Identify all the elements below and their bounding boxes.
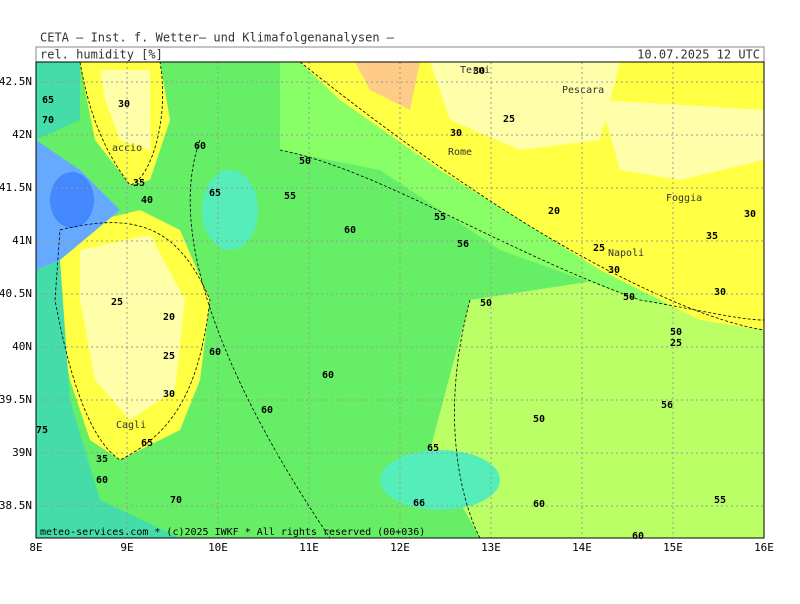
map-labels: Terni Pescara Rome Napoli Foggia accio Cagli 65… [36,65,756,542]
contour-label: 60 [632,531,644,542]
lon-label: 12E [390,541,410,554]
contour-label: 30 [473,66,485,77]
map-frame [35,61,765,539]
contour-label: 55 [714,495,726,506]
city-label: Cagli [116,420,146,431]
contour-label: 30 [163,389,175,400]
lat-label: 40.5N [0,287,32,300]
city-label: Pescara [562,85,604,96]
lon-label: 15E [663,541,683,554]
contour-label: 30 [608,265,620,276]
contour-label: 35 [133,178,145,189]
contour-label: 70 [170,495,182,506]
footer: meteo-services.com * (c)2025 IWKF * All … [40,527,425,538]
contour-label: 40 [141,195,153,206]
city-label: Rome [448,147,472,158]
contour-label: 35 [96,454,108,465]
contour-label: 75 [36,425,48,436]
contour-label: 25 [503,114,515,125]
contour-label: 60 [322,370,334,381]
contour-label: 25 [163,351,175,362]
lat-label: 38.5N [0,499,32,512]
city-label: Terni [460,65,490,76]
lat-label: 41.5N [0,181,32,194]
lat-label: 42.5N [0,75,32,88]
contour-label: 65 [209,188,221,199]
contour-label: 25 [593,243,605,254]
lon-label: 11E [299,541,319,554]
humidity-field [36,62,764,538]
contour-label: 20 [548,206,560,217]
lat-label: 42N [12,128,32,141]
contour-label: 60 [209,347,221,358]
contour-label: 35 [706,231,718,242]
contour-label: 25 [111,297,123,308]
contour-label: 65 [42,95,54,106]
lat-label: 40N [12,340,32,353]
lat-label: 39.5N [0,393,32,406]
contour-label: 30 [744,209,756,220]
valid-time: 10.07.2025 12 UTC [637,48,760,62]
contour-label: 65 [427,443,439,454]
contour-label: 65 [141,438,153,449]
lat-label: 41N [12,234,32,247]
contour-label: 60 [96,475,108,486]
contour-label: 60 [194,141,206,152]
lat-label: 39N [12,446,32,459]
contour-label: 30 [714,287,726,298]
contour-label: 55 [434,212,446,223]
contour-label: 66 [413,498,425,509]
contour-label: 56 [457,239,469,250]
title: CETA — Inst. f. Wetter— und Klimafolgena… [40,31,395,45]
graticule [36,62,764,538]
contour-label: 30 [118,99,130,110]
contour-label: 30 [450,128,462,139]
contour-label: 50 [480,298,492,309]
lon-label: 16E [754,541,774,554]
contour-label: 50 [533,414,545,425]
lon-label: 13E [481,541,501,554]
contour-label: 60 [344,225,356,236]
lon-label: 10E [208,541,228,554]
city-label: accio [112,143,142,154]
contour-label: 20 [163,312,175,323]
city-label: Napoli [608,248,644,259]
contour-label: 56 [661,400,673,411]
city-label: Foggia [666,193,702,204]
lon-label: 9E [120,541,133,554]
contour-label: 50 [670,327,682,338]
contour-label: 60 [533,499,545,510]
contour-label: 55 [284,191,296,202]
lon-label: 14E [572,541,592,554]
contour-label: 70 [42,115,54,126]
contour-label: 60 [261,405,273,416]
contour-label: 25 [670,338,682,349]
contour-label: 50 [623,292,635,303]
contour-label: 50 [299,156,311,167]
lon-label: 8E [29,541,42,554]
variable: rel. humidity [%] [40,48,163,62]
